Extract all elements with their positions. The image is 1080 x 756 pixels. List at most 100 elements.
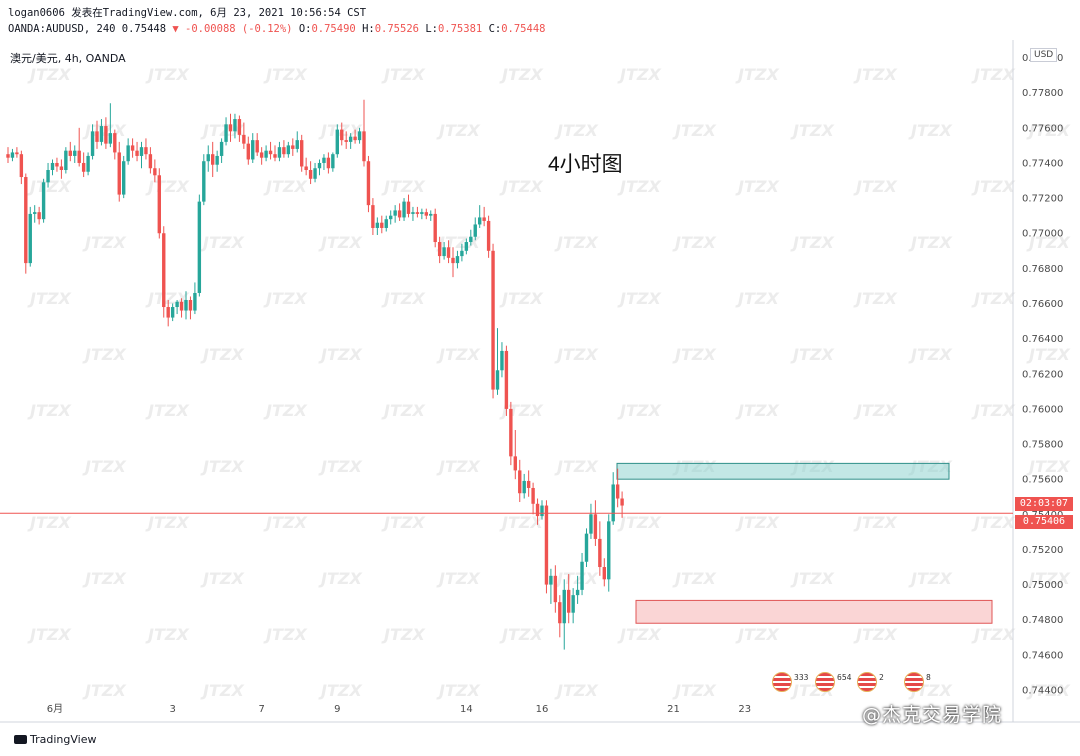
watermark-mark: JTZX	[318, 457, 362, 476]
event-badge[interactable]: 8	[904, 671, 931, 693]
watermark-mark: JTZX	[1026, 233, 1070, 252]
candle-body	[122, 161, 126, 195]
event-badge[interactable]: 2	[857, 671, 884, 693]
ohlc-close-label: C:	[488, 23, 502, 35]
us-flag-icon	[857, 672, 877, 692]
x-tick-label: 9	[334, 704, 340, 715]
watermark-mark: JTZX	[381, 401, 425, 420]
chart-symbol-label[interactable]: 澳元/美元, 4h, OANDA	[10, 52, 126, 65]
candle-body	[295, 140, 299, 149]
candle-body	[86, 155, 90, 172]
ohlc-low-value: 0.75381	[437, 23, 483, 35]
watermark-mark: JTZX	[82, 681, 126, 700]
candle-body	[531, 487, 535, 504]
watermark-mark: JTZX	[27, 513, 71, 532]
watermark-mark: JTZX	[263, 289, 307, 308]
watermark-mark: JTZX	[82, 233, 126, 252]
us-flag-icon	[772, 672, 792, 692]
watermark-mark: JTZX	[318, 233, 362, 252]
watermark-mark: JTZX	[27, 401, 71, 420]
watermark-mark: JTZX	[853, 513, 897, 532]
watermark-mark: JTZX	[617, 401, 661, 420]
candle-body	[313, 168, 317, 179]
candle-body	[90, 131, 95, 156]
y-tick-label: 0.74400	[1022, 686, 1063, 697]
x-axis: 6月 3 7 9 14 16 21 23	[47, 703, 751, 715]
candle-body	[580, 561, 584, 590]
y-tick-label: 0.75600	[1022, 475, 1063, 486]
resistance-zone	[616, 462, 950, 480]
x-tick-label: 21	[667, 704, 680, 715]
watermark-mark: JTZX	[145, 177, 189, 196]
ohlc-high-label: H:	[362, 23, 375, 35]
watermark-mark: JTZX	[499, 177, 543, 196]
candle-body	[37, 212, 41, 220]
candle-body	[24, 177, 28, 264]
candle-body	[602, 567, 606, 580]
candle-body	[126, 145, 130, 162]
candle-body	[486, 220, 491, 251]
candle-body	[397, 210, 402, 218]
watermark-mark: JTZX	[971, 65, 1015, 84]
candle-body	[518, 470, 522, 494]
watermark-mark: JTZX	[499, 65, 543, 84]
candle-body	[571, 595, 575, 613]
candle-body	[500, 350, 504, 371]
watermark-mark: JTZX	[200, 233, 244, 252]
candle-body	[540, 505, 544, 517]
publish-info: logan0606 发表在TradingView.com, 6月 23, 202…	[8, 7, 367, 19]
candle-body	[50, 162, 55, 170]
candle-body	[148, 154, 153, 169]
candle-body	[73, 150, 77, 156]
candle-body	[291, 145, 295, 149]
us-flag-icon	[904, 672, 924, 692]
candle-body	[206, 154, 210, 162]
watermark-mark: JTZX	[145, 401, 189, 420]
candle-body	[46, 170, 50, 183]
candle-body	[81, 162, 86, 172]
watermark-mark: JTZX	[735, 177, 779, 196]
candle-body	[130, 145, 135, 151]
candle-layer	[6, 99, 624, 650]
candle-body	[15, 152, 19, 155]
watermark-mark: JTZX	[908, 345, 952, 364]
watermark-mark: JTZX	[263, 401, 307, 420]
candle-body	[188, 300, 193, 311]
watermark-mark: JTZX	[499, 513, 543, 532]
y-axis: 0.780000.778000.776000.774000.772000.770…	[1022, 53, 1063, 696]
candle-body	[113, 133, 117, 153]
watermark-mark: JTZX	[318, 681, 362, 700]
candle-body	[544, 505, 549, 585]
candle-body	[277, 147, 282, 158]
candle-body	[442, 247, 446, 257]
candle-body	[562, 589, 566, 624]
watermark-mark: JTZX	[617, 289, 661, 308]
candle-body	[215, 155, 219, 165]
watermark-mark: JTZX	[499, 289, 543, 308]
event-badge[interactable]: 654	[815, 671, 851, 693]
x-tick-label: 14	[460, 704, 473, 715]
tradingview-logo[interactable]: TradingView	[14, 733, 96, 746]
watermark-layer: JTZX JTZX JTZX JTZX JTZX JTZX JTZX JTZX JTZX JTZX…	[27, 65, 1070, 700]
candle-body	[375, 222, 380, 228]
candle-body	[393, 210, 397, 216]
watermark-mark: JTZX	[617, 513, 661, 532]
watermark-mark: JTZX	[27, 65, 71, 84]
symbol-quote-line: OANDA:AUDUSD, 240 0.75448 ▼ -0.00088 (-0…	[8, 22, 545, 36]
event-count: 333	[794, 672, 809, 682]
candle-body	[331, 154, 335, 169]
candle-body	[144, 147, 148, 155]
event-count: 2	[879, 672, 884, 682]
currency-label[interactable]: USD	[1030, 48, 1058, 62]
watermark-mark: JTZX	[735, 65, 779, 84]
watermark-mark: JTZX	[1026, 457, 1070, 476]
candle-body	[575, 589, 580, 596]
y-tick-label: 0.75200	[1022, 545, 1063, 556]
watermark-mark: JTZX	[735, 401, 779, 420]
x-tick-label: 23	[738, 704, 751, 715]
candle-body	[157, 175, 161, 234]
candle-body	[451, 257, 455, 264]
event-badge[interactable]: 333	[772, 671, 808, 693]
watermark-mark: JTZX	[853, 401, 897, 420]
